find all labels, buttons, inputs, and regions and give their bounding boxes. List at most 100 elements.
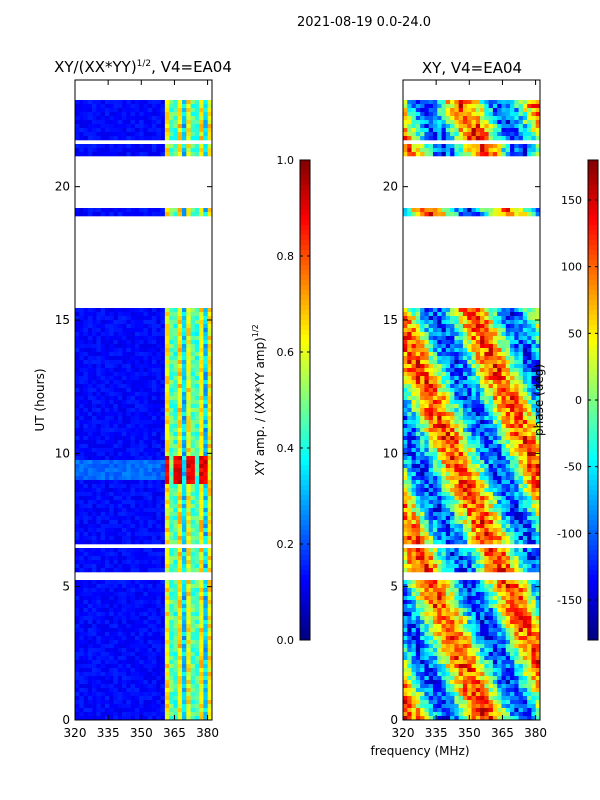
heatmap-cell: [147, 700, 153, 705]
heatmap-cell: [182, 616, 187, 621]
heatmap-cell: [424, 348, 429, 353]
heatmap-cell: [199, 388, 204, 393]
heatmap-cell: [186, 652, 191, 657]
heatmap-cell: [143, 528, 149, 533]
heatmap-cell: [207, 100, 213, 105]
heatmap-cell: [96, 360, 101, 365]
heatmap-cell: [207, 356, 213, 361]
heatmap-cell: [207, 628, 213, 633]
heatmap-cell: [207, 460, 213, 465]
heatmap-cell: [152, 668, 157, 673]
heatmap-cell: [122, 108, 127, 113]
heatmap-cell: [117, 548, 123, 553]
heatmap-cell: [458, 144, 464, 149]
heatmap-cell: [79, 656, 84, 661]
heatmap-cell: [164, 656, 170, 661]
heatmap-cell: [186, 708, 191, 713]
heatmap-cell: [199, 340, 204, 345]
heatmap-cell: [454, 336, 459, 341]
heatmap-cell: [199, 116, 204, 121]
colorbar-segment: [300, 340, 310, 346]
heatmap-cell: [441, 128, 447, 133]
heatmap-cell: [186, 316, 191, 321]
heatmap-cell: [445, 332, 451, 337]
heatmap-cell: [182, 496, 187, 501]
heatmap-cell: [518, 116, 524, 121]
heatmap-cell: [475, 364, 481, 369]
heatmap-cell: [100, 116, 106, 121]
heatmap-cell: [518, 356, 524, 361]
heatmap-cell: [173, 316, 179, 321]
heatmap-cell: [475, 312, 481, 317]
heatmap-cell: [134, 688, 140, 693]
heatmap-cell: [160, 364, 166, 369]
heatmap-cell: [458, 308, 464, 313]
heatmap-cell: [194, 380, 200, 385]
heatmap-cell: [79, 484, 84, 489]
heatmap-cell: [164, 504, 170, 509]
heatmap-cell: [96, 400, 101, 405]
heatmap-cell: [203, 696, 209, 701]
heatmap-cell: [186, 456, 191, 461]
heatmap-cell: [130, 636, 136, 641]
heatmap-cell: [190, 712, 196, 717]
heatmap-cell: [122, 716, 127, 721]
heatmap-cell: [113, 344, 119, 349]
heatmap-cell: [199, 568, 204, 573]
heatmap-cell: [100, 124, 106, 129]
heatmap-cell: [186, 424, 191, 429]
heatmap-cell: [203, 508, 209, 513]
heatmap-cell: [194, 588, 200, 593]
heatmap-cell: [147, 556, 153, 561]
heatmap-cell: [100, 588, 106, 593]
heatmap-cell: [126, 440, 131, 445]
heatmap-cell: [207, 348, 213, 353]
heatmap-cell: [113, 484, 119, 489]
heatmap-cell: [173, 704, 179, 709]
heatmap-cell: [139, 652, 144, 657]
heatmap-cell: [207, 520, 213, 525]
heatmap-cell: [92, 512, 97, 517]
heatmap-cell: [100, 104, 106, 109]
heatmap-cell: [501, 316, 507, 321]
heatmap-cell: [420, 344, 425, 349]
heatmap-cell: [199, 540, 204, 545]
heatmap-cell: [96, 524, 101, 529]
heatmap-cell: [83, 684, 89, 689]
heatmap-cell: [497, 356, 502, 361]
heatmap-cell: [117, 128, 123, 133]
heatmap-cell: [75, 580, 80, 585]
heatmap-cell: [104, 512, 110, 517]
heatmap-cell: [462, 368, 468, 373]
heatmap-cell: [420, 316, 425, 321]
heatmap-cell: [113, 680, 119, 685]
heatmap-cell: [403, 356, 408, 361]
heatmap-cell: [126, 452, 131, 457]
heatmap-cell: [87, 372, 93, 377]
heatmap-cell: [156, 352, 161, 357]
heatmap-cell: [518, 340, 524, 345]
heatmap-cell: [130, 596, 136, 601]
heatmap-cell: [143, 144, 149, 149]
heatmap-cell: [109, 684, 114, 689]
heatmap-cell: [173, 416, 179, 421]
heatmap-cell: [501, 324, 507, 329]
heatmap-cell: [199, 112, 204, 117]
heatmap-cell: [441, 320, 447, 325]
heatmap-cell: [173, 368, 179, 373]
heatmap-cell: [160, 340, 166, 345]
heatmap-cell: [492, 124, 498, 129]
heatmap-cell: [122, 520, 127, 525]
heatmap-cell: [186, 368, 191, 373]
heatmap-cell: [203, 488, 209, 493]
heatmap-cell: [169, 608, 174, 613]
colorbar-segment: [300, 505, 310, 511]
heatmap-cell: [186, 532, 191, 537]
heatmap-cell: [403, 388, 408, 393]
heatmap-cell: [186, 208, 191, 213]
heatmap-cell: [458, 132, 464, 137]
heatmap-cell: [109, 564, 114, 569]
heatmap-cell: [130, 560, 136, 565]
heatmap-cell: [87, 144, 93, 149]
heatmap-cell: [535, 128, 541, 133]
